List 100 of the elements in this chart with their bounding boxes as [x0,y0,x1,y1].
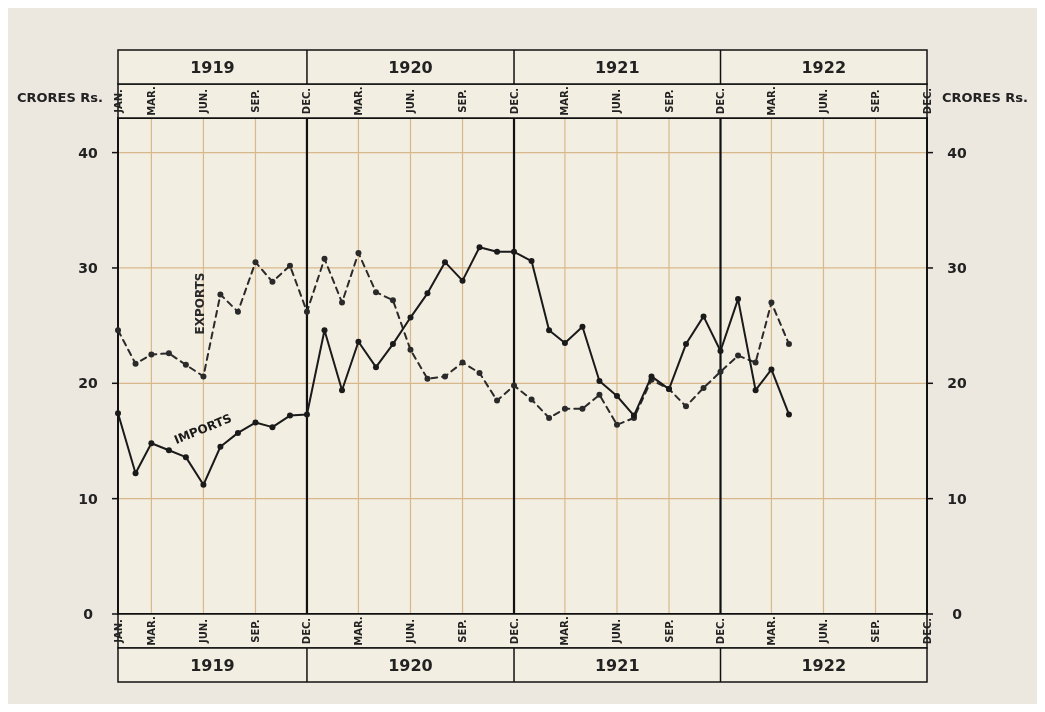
x2-tick-label: MAR. [559,616,571,646]
point [596,378,603,384]
point [561,405,568,412]
y2-axis-title: CRORES Rs. [941,90,1029,105]
point [182,361,189,368]
x2-tick-label: DEC. [508,617,520,645]
text: 1921 [594,655,640,675]
point [494,248,501,255]
y2-tick-label: 30 [947,259,967,276]
point [596,391,603,398]
point [148,351,155,358]
x-tick-label: SEP. [870,89,882,113]
point [165,447,172,454]
x-tick-label: JUN. [817,88,829,115]
x-tick-label: DEC. [715,87,727,115]
x2-tick-label: MAR. [145,616,157,646]
x2-tick-label: JUN. [611,618,623,645]
point [234,308,241,315]
x-tick-label: DEC. [921,87,933,115]
text: 1919 [190,57,235,77]
point [132,360,139,367]
point [165,350,172,357]
point [441,373,448,380]
x2-tick-label: SEP. [457,619,469,643]
point [528,396,535,403]
point [269,278,276,285]
point [459,359,466,366]
point [286,412,293,419]
y-tick-label: 40 [78,144,98,161]
point [321,327,328,334]
point [372,364,379,371]
point [355,249,362,256]
y-tick-label: 10 [78,490,98,507]
text: 1919 [190,655,235,675]
x2-tick-label: JUN. [404,618,416,645]
point [735,352,742,359]
y-tick-label: 0 [83,606,94,622]
point [200,373,207,380]
point [389,297,396,304]
point [717,348,724,355]
point [752,387,759,394]
point [459,277,466,284]
point [579,405,586,412]
x-tick-label: DEC. [301,87,313,115]
point [182,454,189,461]
x2-tick-label: JUN. [817,618,829,645]
point [511,382,518,389]
point [407,346,414,353]
point [115,327,121,334]
x2-tick-label: JAN. [112,619,124,644]
y2-tick-label: 10 [947,490,967,507]
point [785,411,792,418]
x-tick-label: MAR. [765,86,777,116]
x-tick-label: SEP. [249,89,261,113]
point [752,359,759,366]
x-tick-label: DEC. [508,87,520,115]
x-tick-label: JUN. [197,88,209,115]
x-tick-label: SEP. [457,89,469,113]
point [132,470,139,477]
point [511,248,518,255]
text: 1922 [801,655,847,675]
point [579,323,586,330]
text: EXPORTS [193,272,208,335]
point [424,375,431,382]
point [269,424,276,431]
point [546,327,553,334]
point [785,341,792,348]
point [441,259,448,266]
point [494,397,501,404]
x-tick-label: JUN. [611,88,623,115]
point [339,299,346,306]
point [700,384,707,391]
point [115,410,121,417]
x-tick-label: MAR. [559,86,571,116]
x-tick-label: JUN. [404,88,416,115]
point [321,255,328,262]
point [424,290,431,297]
x2-tick-label: SEP. [663,619,675,643]
text: 1920 [388,57,433,77]
y-tick-label: 20 [78,375,98,392]
y2-tick-label: 40 [947,144,967,161]
y2-tick-label: 20 [947,375,967,392]
text: 1920 [388,655,433,675]
point [217,291,224,298]
point [717,368,724,375]
point [700,313,707,320]
x2-tick-label: DEC. [921,617,933,645]
y2-tick-label: 0 [952,606,963,622]
point [234,429,241,436]
x2-tick-label: DEC. [715,617,727,645]
x-tick-label: JAN. [112,89,124,114]
text: 1922 [801,57,847,77]
x-tick-label: SEP. [663,89,675,113]
point [683,403,689,410]
point [407,314,414,321]
point [252,419,259,426]
text: 1921 [594,57,640,77]
x2-tick-label: SEP. [249,619,261,643]
point [148,440,155,447]
point [303,308,310,315]
